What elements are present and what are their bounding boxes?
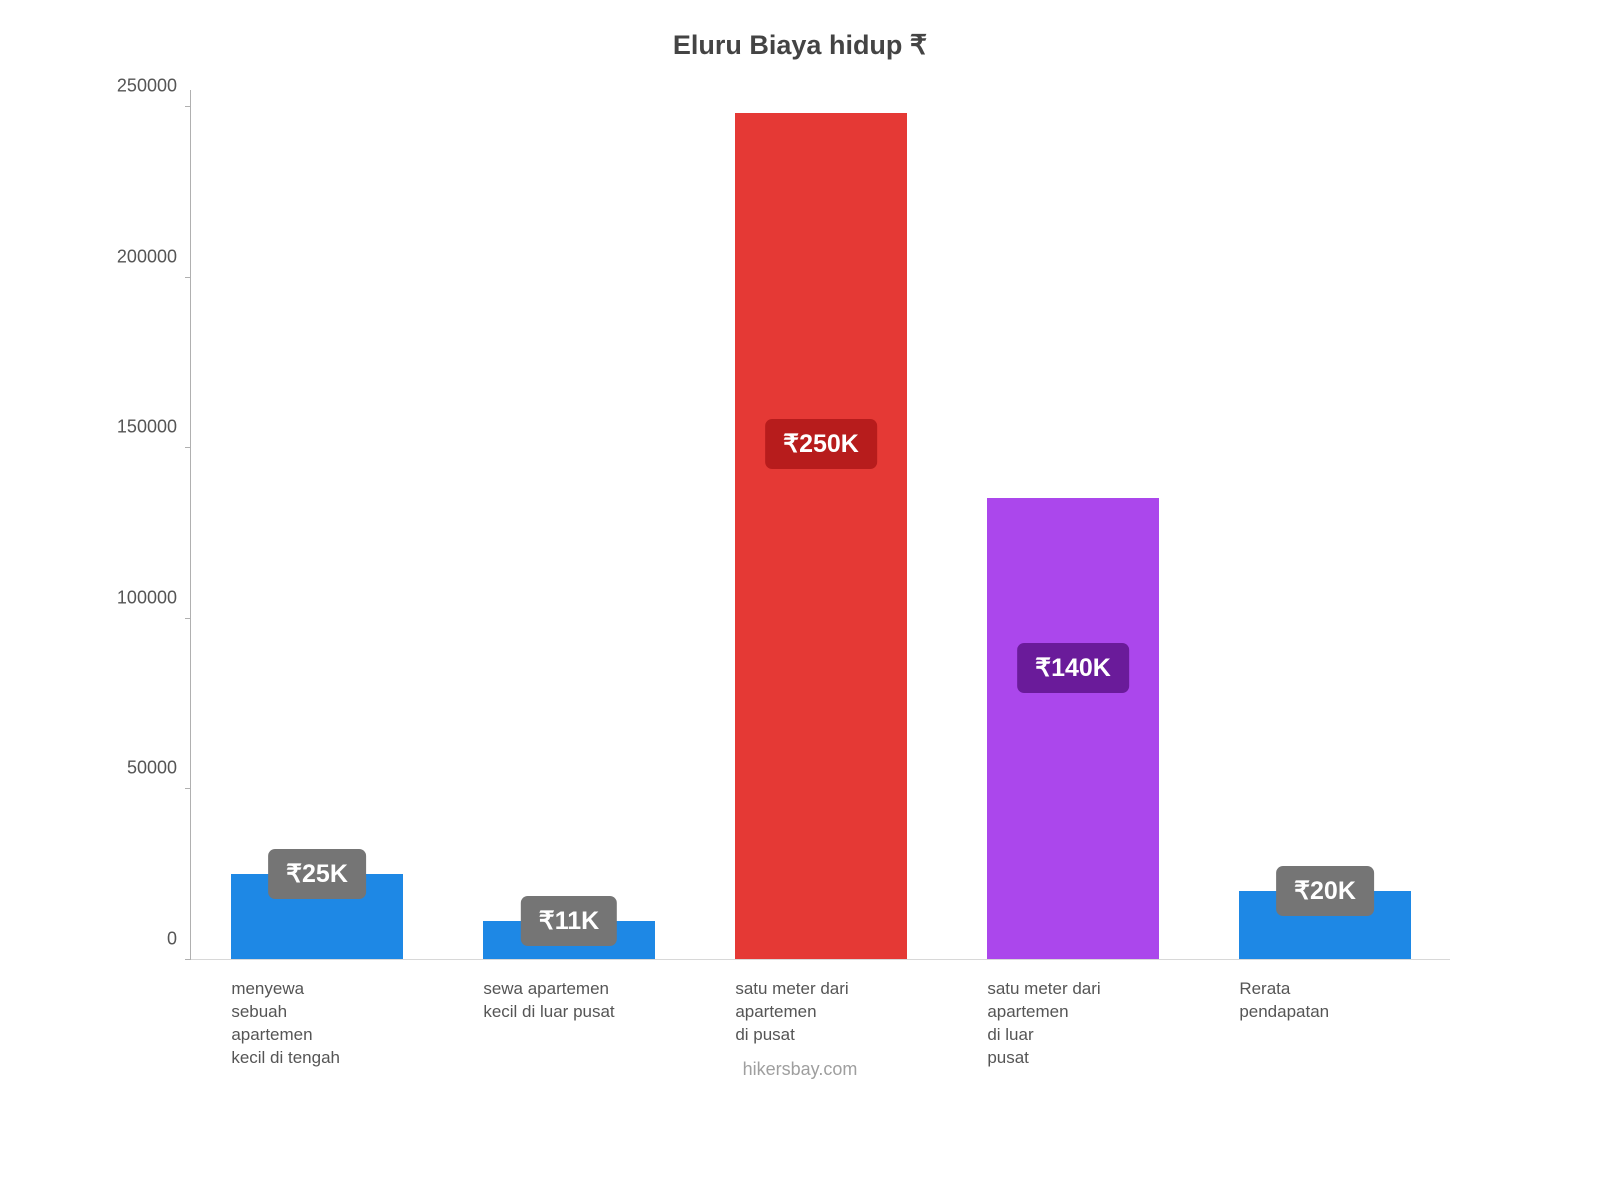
y-tick-label: 250000 [117, 76, 191, 97]
x-axis-label: menyewasebuahapartemenkecil di tengah [231, 960, 402, 1070]
bar [735, 113, 906, 959]
cost-of-living-chart: Eluru Biaya hidup ₹ 05000010000015000020… [80, 30, 1520, 1110]
x-axis-label: Reratapendapatan [1239, 960, 1410, 1024]
y-tick-mark [185, 959, 191, 960]
y-tick-label: 50000 [127, 758, 191, 779]
y-tick-mark [185, 277, 191, 278]
attribution-text: hikersbay.com [80, 1059, 1520, 1080]
value-badge: ₹250K [765, 419, 877, 469]
bar [987, 498, 1158, 959]
value-badge: ₹11K [521, 896, 617, 946]
y-tick-label: 150000 [117, 417, 191, 438]
y-tick-label: 0 [167, 929, 191, 950]
value-badge: ₹25K [268, 849, 366, 899]
chart-title: Eluru Biaya hidup ₹ [80, 30, 1520, 61]
x-axis-label: sewa apartemenkecil di luar pusat [483, 960, 654, 1024]
value-badge: ₹140K [1017, 643, 1129, 693]
y-tick-label: 200000 [117, 246, 191, 267]
value-badge: ₹20K [1276, 866, 1374, 916]
y-tick-mark [185, 788, 191, 789]
y-tick-mark [185, 106, 191, 107]
y-tick-label: 100000 [117, 587, 191, 608]
plot-area: 050000100000150000200000250000₹25Kmenyew… [190, 90, 1450, 960]
x-axis-label: satu meter dariapartemendi luarpusat [987, 960, 1158, 1070]
x-axis-label: satu meter dariapartemendi pusat [735, 960, 906, 1047]
y-tick-mark [185, 447, 191, 448]
y-tick-mark [185, 618, 191, 619]
